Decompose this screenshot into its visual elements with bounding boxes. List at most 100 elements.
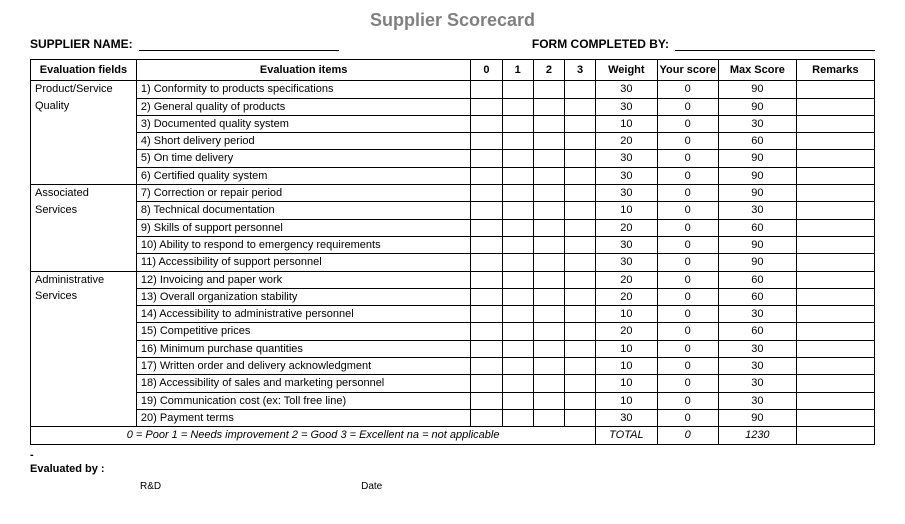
score-cell-3[interactable] bbox=[564, 288, 595, 305]
score-cell-0[interactable] bbox=[471, 98, 502, 115]
score-cell-2[interactable] bbox=[533, 81, 564, 98]
score-cell-2[interactable] bbox=[533, 150, 564, 167]
score-cell-3[interactable] bbox=[564, 202, 595, 219]
score-cell-1[interactable] bbox=[502, 375, 533, 392]
score-cell-2[interactable] bbox=[533, 167, 564, 184]
score-cell-1[interactable] bbox=[502, 340, 533, 357]
score-cell-3[interactable] bbox=[564, 219, 595, 236]
remarks-cell[interactable] bbox=[796, 150, 874, 167]
score-cell-0[interactable] bbox=[471, 219, 502, 236]
score-cell-3[interactable] bbox=[564, 98, 595, 115]
score-cell-1[interactable] bbox=[502, 236, 533, 253]
remarks-cell[interactable] bbox=[796, 306, 874, 323]
score-cell-0[interactable] bbox=[471, 167, 502, 184]
remarks-cell[interactable] bbox=[796, 375, 874, 392]
score-cell-2[interactable] bbox=[533, 185, 564, 202]
score-cell-0[interactable] bbox=[471, 358, 502, 375]
score-cell-1[interactable] bbox=[502, 306, 533, 323]
score-cell-1[interactable] bbox=[502, 271, 533, 288]
remarks-cell[interactable] bbox=[796, 254, 874, 271]
remarks-cell[interactable] bbox=[796, 236, 874, 253]
score-cell-0[interactable] bbox=[471, 185, 502, 202]
score-cell-2[interactable] bbox=[533, 254, 564, 271]
remarks-cell[interactable] bbox=[796, 340, 874, 357]
score-cell-2[interactable] bbox=[533, 409, 564, 426]
score-cell-2[interactable] bbox=[533, 219, 564, 236]
score-cell-0[interactable] bbox=[471, 409, 502, 426]
score-cell-3[interactable] bbox=[564, 409, 595, 426]
completed-by-input-line[interactable] bbox=[675, 37, 875, 51]
score-cell-3[interactable] bbox=[564, 236, 595, 253]
score-cell-3[interactable] bbox=[564, 185, 595, 202]
score-cell-0[interactable] bbox=[471, 340, 502, 357]
remarks-cell[interactable] bbox=[796, 115, 874, 132]
score-cell-2[interactable] bbox=[533, 306, 564, 323]
remarks-cell[interactable] bbox=[796, 358, 874, 375]
remarks-cell[interactable] bbox=[796, 98, 874, 115]
score-cell-1[interactable] bbox=[502, 81, 533, 98]
score-cell-2[interactable] bbox=[533, 98, 564, 115]
score-cell-1[interactable] bbox=[502, 133, 533, 150]
score-cell-1[interactable] bbox=[502, 167, 533, 184]
score-cell-3[interactable] bbox=[564, 167, 595, 184]
score-cell-2[interactable] bbox=[533, 288, 564, 305]
remarks-cell[interactable] bbox=[796, 288, 874, 305]
score-cell-0[interactable] bbox=[471, 115, 502, 132]
score-cell-1[interactable] bbox=[502, 409, 533, 426]
score-cell-0[interactable] bbox=[471, 306, 502, 323]
score-cell-0[interactable] bbox=[471, 254, 502, 271]
score-cell-2[interactable] bbox=[533, 115, 564, 132]
score-cell-1[interactable] bbox=[502, 358, 533, 375]
score-cell-3[interactable] bbox=[564, 375, 595, 392]
score-cell-3[interactable] bbox=[564, 115, 595, 132]
score-cell-3[interactable] bbox=[564, 358, 595, 375]
score-cell-2[interactable] bbox=[533, 392, 564, 409]
remarks-cell[interactable] bbox=[796, 185, 874, 202]
score-cell-3[interactable] bbox=[564, 271, 595, 288]
score-cell-3[interactable] bbox=[564, 133, 595, 150]
score-cell-0[interactable] bbox=[471, 150, 502, 167]
score-cell-1[interactable] bbox=[502, 288, 533, 305]
remarks-cell[interactable] bbox=[796, 271, 874, 288]
score-cell-0[interactable] bbox=[471, 202, 502, 219]
score-cell-1[interactable] bbox=[502, 392, 533, 409]
score-cell-3[interactable] bbox=[564, 306, 595, 323]
score-cell-2[interactable] bbox=[533, 271, 564, 288]
remarks-cell[interactable] bbox=[796, 409, 874, 426]
score-cell-1[interactable] bbox=[502, 254, 533, 271]
score-cell-3[interactable] bbox=[564, 150, 595, 167]
score-cell-2[interactable] bbox=[533, 340, 564, 357]
score-cell-1[interactable] bbox=[502, 219, 533, 236]
score-cell-0[interactable] bbox=[471, 133, 502, 150]
score-cell-2[interactable] bbox=[533, 202, 564, 219]
score-cell-0[interactable] bbox=[471, 271, 502, 288]
score-cell-3[interactable] bbox=[564, 392, 595, 409]
score-cell-1[interactable] bbox=[502, 185, 533, 202]
remarks-cell[interactable] bbox=[796, 323, 874, 340]
score-cell-3[interactable] bbox=[564, 254, 595, 271]
remarks-cell[interactable] bbox=[796, 219, 874, 236]
score-cell-2[interactable] bbox=[533, 375, 564, 392]
remarks-cell[interactable] bbox=[796, 202, 874, 219]
remarks-cell[interactable] bbox=[796, 392, 874, 409]
score-cell-3[interactable] bbox=[564, 340, 595, 357]
score-cell-0[interactable] bbox=[471, 81, 502, 98]
score-cell-1[interactable] bbox=[502, 98, 533, 115]
remarks-cell[interactable] bbox=[796, 81, 874, 98]
score-cell-0[interactable] bbox=[471, 392, 502, 409]
score-cell-3[interactable] bbox=[564, 81, 595, 98]
score-cell-0[interactable] bbox=[471, 236, 502, 253]
score-cell-2[interactable] bbox=[533, 236, 564, 253]
score-cell-1[interactable] bbox=[502, 150, 533, 167]
score-cell-2[interactable] bbox=[533, 358, 564, 375]
remarks-cell[interactable] bbox=[796, 167, 874, 184]
score-cell-1[interactable] bbox=[502, 202, 533, 219]
score-cell-0[interactable] bbox=[471, 288, 502, 305]
score-cell-1[interactable] bbox=[502, 115, 533, 132]
score-cell-2[interactable] bbox=[533, 323, 564, 340]
score-cell-0[interactable] bbox=[471, 375, 502, 392]
score-cell-1[interactable] bbox=[502, 323, 533, 340]
score-cell-0[interactable] bbox=[471, 323, 502, 340]
score-cell-3[interactable] bbox=[564, 323, 595, 340]
remarks-cell[interactable] bbox=[796, 133, 874, 150]
